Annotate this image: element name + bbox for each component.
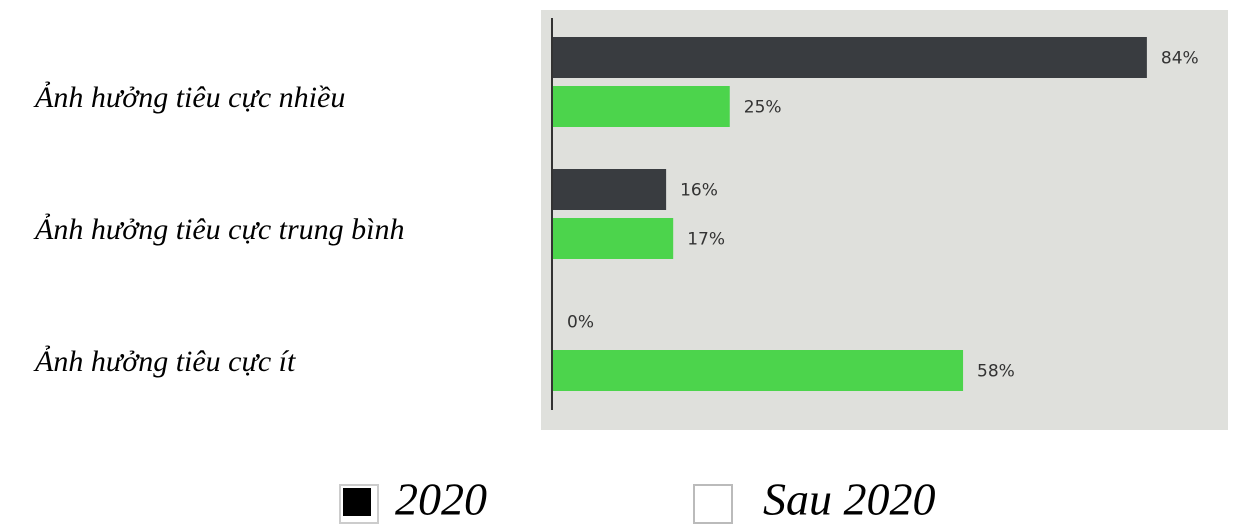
value-label: 58% — [977, 362, 1015, 382]
category-label: Ảnh hưởng tiêu cực trung bình — [33, 213, 405, 246]
bar — [553, 86, 730, 127]
legend-label: Sau 2020 — [763, 474, 936, 525]
bar — [553, 37, 1147, 78]
value-label: 0% — [567, 313, 594, 333]
category-label: Ảnh hưởng tiêu cực nhiều — [33, 81, 345, 114]
bar — [553, 350, 964, 391]
value-label: 17% — [687, 230, 725, 250]
value-label: 84% — [1161, 49, 1199, 69]
legend-label: 2020 — [395, 474, 487, 525]
category-label: Ảnh hưởng tiêu cực ít — [33, 345, 296, 378]
bar — [553, 218, 674, 259]
value-label: 16% — [680, 181, 718, 201]
legend-swatch — [693, 484, 733, 524]
value-label: 25% — [744, 98, 782, 118]
bar — [553, 169, 667, 210]
legend-swatch-fill — [343, 488, 371, 516]
